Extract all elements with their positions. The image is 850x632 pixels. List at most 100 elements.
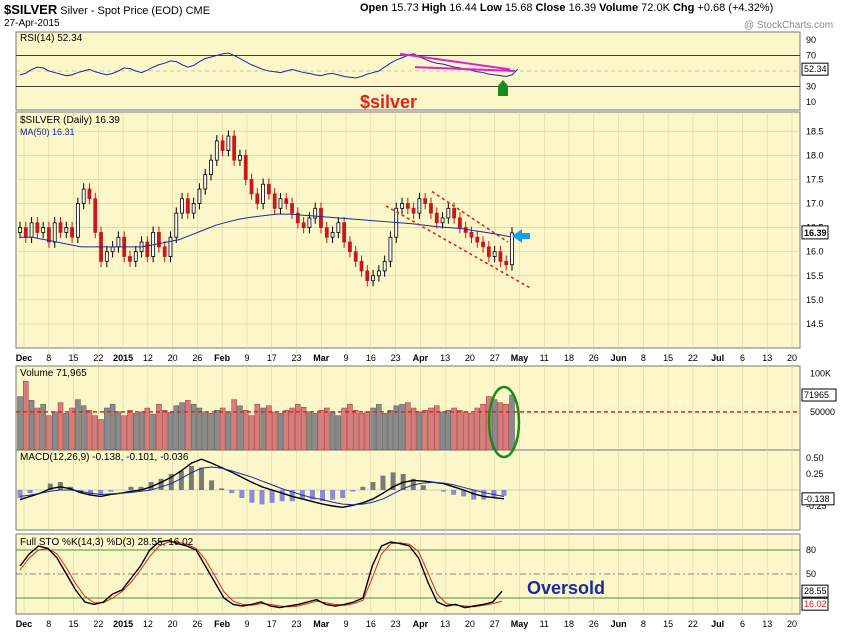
volume-bar — [497, 402, 504, 451]
volume-bar — [86, 410, 93, 451]
candle-body — [342, 222, 347, 243]
volume-bar — [133, 413, 139, 451]
volume-bar — [266, 405, 272, 451]
volume-bar — [439, 411, 446, 451]
volume-bar — [23, 381, 29, 451]
candle-body — [504, 260, 509, 266]
candle-body — [243, 154, 248, 180]
volume-bar — [237, 405, 243, 451]
high-value: 16.44 — [449, 2, 477, 14]
macd-histogram-bar — [360, 486, 366, 490]
macd-last-box — [801, 492, 835, 506]
volume-bar — [185, 400, 191, 451]
volume-value: 72.0K — [641, 2, 670, 14]
candle-body — [336, 222, 341, 233]
candle-body — [75, 203, 80, 238]
candle-body — [87, 188, 92, 200]
date-tick-label-bottom: 6 — [740, 619, 745, 629]
date-tick-label-bottom: 8 — [46, 619, 51, 629]
macd-tick-label: -0.25 — [806, 501, 827, 511]
exchange: CME — [185, 5, 211, 17]
candle-body — [52, 222, 57, 243]
volume-bar — [376, 403, 382, 451]
date-tick-label: 20 — [465, 353, 475, 363]
volume-bar — [242, 410, 249, 451]
macd-tick-label: 0.50 — [806, 453, 824, 463]
candle-body — [475, 236, 480, 243]
candle-body — [185, 198, 190, 214]
date-tick-label: 6 — [740, 353, 745, 363]
candle-body — [446, 207, 451, 219]
date-tick-label-bottom: 22 — [93, 619, 103, 629]
macd-histogram-bar — [27, 490, 33, 494]
macd-histogram-bar — [239, 490, 245, 498]
date-tick-label-bottom: Jul — [711, 619, 724, 629]
date-tick-label-bottom: Jun — [611, 619, 627, 629]
description: Silver - Spot Price (EOD) — [60, 5, 183, 17]
volume-bar — [289, 407, 295, 451]
candle-body — [417, 198, 422, 214]
macd-histogram-bar — [420, 485, 426, 490]
volume-bar — [312, 413, 318, 451]
rsi-last-box — [801, 62, 829, 76]
panel-price — [15, 111, 801, 349]
volume-bar — [300, 406, 307, 451]
candle-body — [266, 183, 271, 195]
candle-body — [469, 232, 474, 238]
candle-body — [162, 246, 167, 257]
macd-histogram-bar — [168, 474, 174, 490]
rsi-trendline — [399, 52, 511, 71]
price-tick-label: 14.5 — [806, 319, 824, 329]
silver-annotation: $silver — [360, 92, 417, 112]
volume-label: Volume — [599, 2, 639, 14]
date-tick-label: 9 — [344, 353, 349, 363]
macd-histogram-bar — [481, 490, 487, 500]
volume-bar — [387, 410, 394, 451]
green-arrow-stem — [498, 87, 508, 96]
volume-bar — [445, 410, 452, 451]
date-tick-label: 20 — [168, 353, 178, 363]
date-tick-label-bottom: 9 — [244, 619, 249, 629]
candle-body — [376, 270, 381, 277]
candle-body — [452, 207, 457, 219]
volume-bar — [104, 407, 110, 451]
candle-body — [197, 188, 202, 204]
price-tick-label: 17.5 — [806, 174, 824, 184]
candle-body — [209, 159, 213, 176]
macd-histogram-bar — [178, 470, 184, 490]
candle-body — [238, 154, 242, 161]
macd-histogram-bar — [279, 490, 285, 502]
macd-histogram-bar — [390, 472, 396, 490]
date-tick-label-bottom: Mar — [313, 619, 330, 629]
candle-body — [58, 222, 63, 233]
volume-tick-label: 100K — [810, 369, 831, 379]
date-tick-label-bottom: 20 — [168, 619, 178, 629]
date-tick-label: 8 — [641, 353, 646, 363]
volume-bar — [121, 415, 127, 451]
date-tick-label-bottom: 2015 — [113, 619, 133, 629]
date-tick-label: 27 — [490, 353, 500, 363]
ohlc-bar: Open 15.73 High 16.44 Low 15.68 Close 16… — [360, 2, 773, 14]
macd-histogram-bar — [98, 490, 104, 495]
date-tick-label: 15 — [69, 353, 79, 363]
macd-histogram-bar — [209, 480, 215, 490]
macd-histogram-bar — [471, 490, 477, 500]
macd-histogram-bar — [330, 490, 336, 500]
candle-body — [492, 251, 497, 257]
volume-bar — [127, 410, 133, 451]
candle-body — [307, 217, 312, 228]
volume-bar — [63, 413, 70, 451]
candle-body — [249, 179, 254, 195]
volume-bar — [161, 410, 168, 451]
date-tick-label-bottom: 26 — [589, 619, 599, 629]
date-tick-label: 12 — [143, 353, 153, 363]
candle-body — [191, 203, 196, 214]
volume-bar — [248, 415, 255, 451]
date-tick-label-bottom: Dec — [16, 619, 33, 629]
candle-body — [41, 227, 46, 233]
date-tick-label: Mar — [313, 353, 330, 363]
candle-body — [145, 241, 150, 257]
date-tick-label-bottom: Feb — [214, 619, 231, 629]
candle-body — [348, 241, 352, 253]
